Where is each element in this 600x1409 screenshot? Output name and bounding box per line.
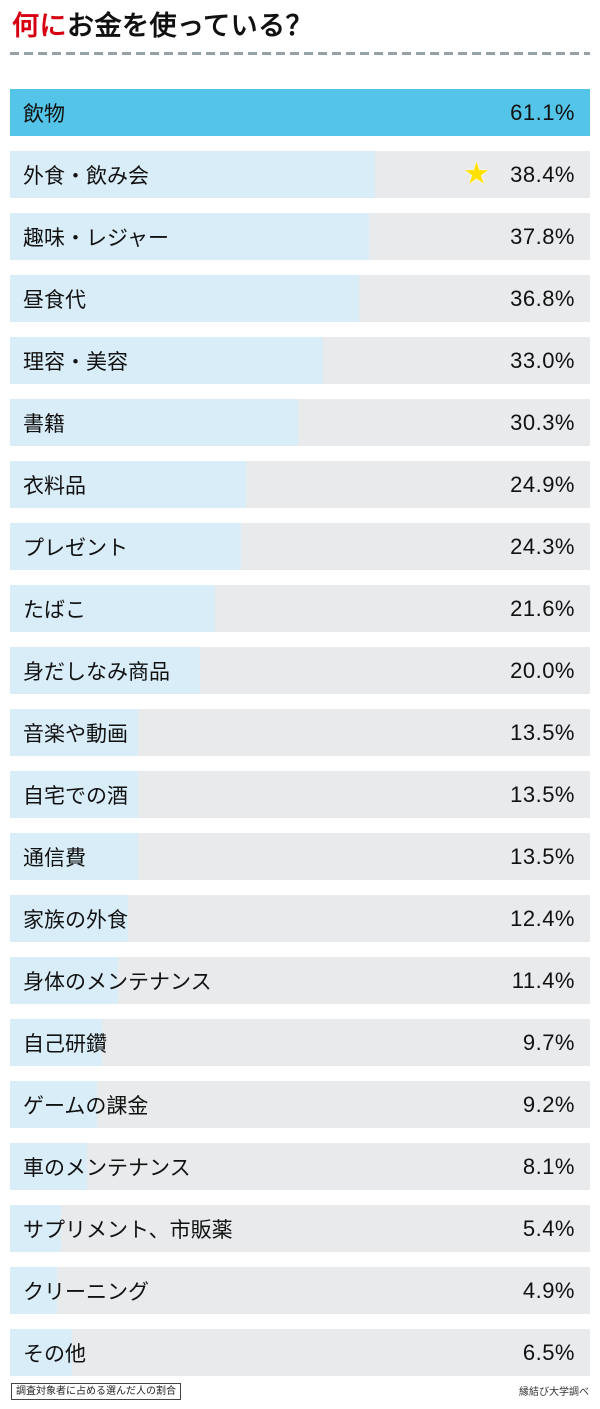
- bar-row: 車のメンテナンス 8.1%: [10, 1143, 590, 1191]
- bar-fill: [10, 1267, 57, 1315]
- bar-row: その他 6.5%: [10, 1329, 590, 1377]
- bar-label: 昼食代: [23, 288, 86, 312]
- bar-fill: [10, 1019, 103, 1067]
- bar-value: 36.8%: [510, 285, 575, 311]
- bar-label: その他: [23, 1342, 86, 1366]
- bar-fill: [10, 771, 139, 819]
- bar-fill: [10, 957, 119, 1005]
- bar-row: クリーニング 4.9%: [10, 1267, 590, 1315]
- bar-row: 昼食代 36.8%: [10, 275, 590, 323]
- bar-row: 身だしなみ商品 20.0%: [10, 647, 590, 695]
- bar-label: 理容・美容: [23, 350, 128, 374]
- bar-value: 9.7%: [522, 1029, 575, 1055]
- bar-value: 24.9%: [510, 471, 575, 497]
- bar-value: 38.4%: [510, 161, 575, 187]
- bar-label: 通信費: [23, 846, 86, 870]
- bar-value: 6.5%: [522, 1339, 575, 1365]
- bar-label: 家族の外食: [23, 908, 128, 932]
- bar-label: たばこ: [23, 598, 86, 622]
- bar-value: 9.2%: [522, 1091, 575, 1117]
- bar-value: 11.4%: [511, 967, 575, 993]
- bar-label: 身体のメンテナンス: [23, 970, 212, 994]
- bar-label: 車のメンテナンス: [23, 1156, 191, 1180]
- source-credit: 縁結び大学調べ: [519, 1387, 589, 1399]
- dashed-divider: [10, 52, 590, 56]
- bar-row: 書籍 30.3%: [10, 399, 590, 447]
- bar-value: 13.5%: [510, 843, 575, 869]
- footer: 調査対象者に占める選んだ人の割合 縁結び大学調べ: [10, 1383, 590, 1401]
- star-icon: ★: [463, 157, 490, 191]
- bar-fill: [10, 709, 139, 757]
- bar-value: 61.1%: [510, 99, 575, 125]
- bar-fill: [10, 275, 360, 323]
- bar-fill: [10, 647, 200, 695]
- bar-fill: [10, 213, 369, 261]
- bar-row: 自宅での酒 13.5%: [10, 771, 590, 819]
- bar-value: 30.3%: [510, 409, 575, 435]
- bar-label: ゲームの課金: [23, 1094, 149, 1118]
- bar-row: プレゼント 24.3%: [10, 523, 590, 571]
- bar-value: 5.4%: [522, 1215, 575, 1241]
- bar-label: 飲物: [23, 102, 65, 126]
- bar-row: 身体のメンテナンス 11.4%: [10, 957, 590, 1005]
- bar-value: 21.6%: [510, 595, 575, 621]
- bar-label: 趣味・レジャー: [23, 226, 169, 250]
- bar-fill: [10, 523, 241, 571]
- bar-label: 自己研鑽: [23, 1032, 107, 1056]
- bar-label: サプリメント、市販薬: [23, 1218, 233, 1242]
- bar-value: 12.4%: [510, 905, 575, 931]
- bar-fill: [10, 1205, 62, 1253]
- bar-fill: [10, 1329, 72, 1377]
- bar-fill: [10, 1143, 87, 1191]
- bar-fill: [10, 461, 247, 509]
- bar-value: 13.5%: [510, 719, 575, 745]
- bar-row: 趣味・レジャー 37.8%: [10, 213, 590, 261]
- bar-fill: [10, 895, 128, 943]
- bar-fill: [10, 151, 375, 199]
- bar-fill: [10, 337, 324, 385]
- bar-row: 衣料品 24.9%: [10, 461, 590, 509]
- bar-fill: [10, 399, 298, 447]
- bar-label: 自宅での酒: [23, 784, 128, 808]
- page-title-accent: 何に: [12, 11, 67, 41]
- bar-row: 自己研鑽 9.7%: [10, 1019, 590, 1067]
- bar-label: 書籍: [23, 412, 65, 436]
- bar-value: 4.9%: [522, 1277, 575, 1303]
- bar-row: 理容・美容 33.0%: [10, 337, 590, 385]
- bar-value: 37.8%: [510, 223, 575, 249]
- bar-label: 衣料品: [23, 474, 86, 498]
- bar-row: サプリメント、市販薬 5.4%: [10, 1205, 590, 1253]
- bar-row: 家族の外食 12.4%: [10, 895, 590, 943]
- bar-value: 13.5%: [510, 781, 575, 807]
- bar-label: 音楽や動画: [23, 722, 128, 746]
- bar-row: たばこ 21.6%: [10, 585, 590, 633]
- bar-row: 音楽や動画 13.5%: [10, 709, 590, 757]
- bar-chart: 飲物 61.1% 外食・飲み会 ★ 38.4% 趣味・レジャー 37.8% 昼食代 36.8% 理…: [10, 89, 590, 1377]
- bar-row: 飲物 61.1%: [10, 89, 590, 137]
- bar-value: 20.0%: [510, 657, 575, 683]
- bar-label: 身だしなみ商品: [23, 660, 170, 684]
- page-title-rest: お金を使っている？: [67, 11, 314, 41]
- bar-label: プレゼント: [23, 536, 128, 560]
- bar-label: 外食・飲み会: [23, 164, 149, 188]
- bar-value: 8.1%: [522, 1153, 575, 1179]
- bar-fill: [10, 585, 216, 633]
- bar-label: クリーニング: [23, 1280, 149, 1304]
- bar-fill: [10, 89, 590, 137]
- bar-fill: [10, 1081, 98, 1129]
- bar-row: 通信費 13.5%: [10, 833, 590, 881]
- bar-row: 外食・飲み会 ★ 38.4%: [10, 151, 590, 199]
- footnote-definition: 調査対象者に占める選んだ人の割合: [11, 1383, 181, 1401]
- bar-fill: [10, 833, 139, 881]
- bar-row: ゲームの課金 9.2%: [10, 1081, 590, 1129]
- bar-value: 24.3%: [510, 533, 575, 559]
- page-title: 何にお金を使っている？: [10, 8, 590, 52]
- bar-value: 33.0%: [510, 347, 575, 373]
